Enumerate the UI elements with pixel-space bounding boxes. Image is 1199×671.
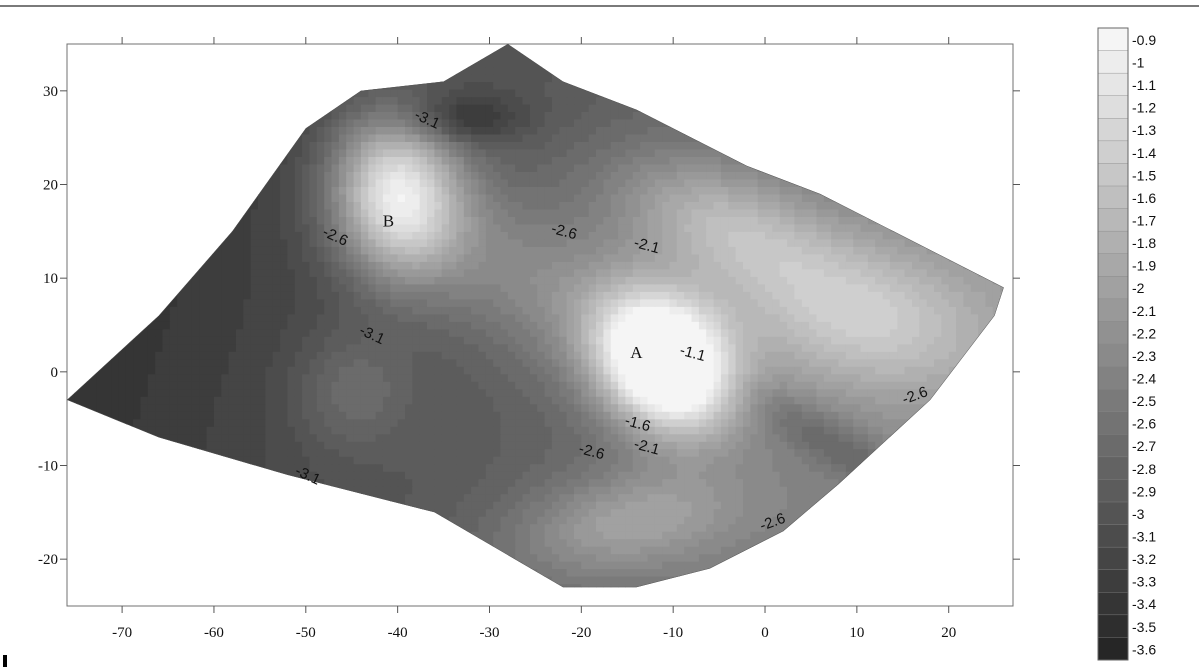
colorbar-label: -2.7 [1132,438,1156,454]
top-rule [0,5,1199,7]
x-tick-label: -10 [663,625,683,641]
colorbar-swatch [1097,434,1129,458]
colorbar-label: -3.3 [1132,574,1156,590]
colorbar-label: -1.8 [1132,235,1156,251]
colorbar-label: -2.9 [1132,483,1156,499]
colorbar-swatch [1097,321,1129,345]
colorbar-swatch [1097,298,1129,322]
colorbar-label: -1.9 [1132,258,1156,274]
colorbar-swatch [1097,456,1129,480]
y-tick-label: 10 [43,271,58,287]
x-tick-label: 0 [761,625,769,641]
colorbar-swatch [1097,569,1129,593]
colorbar-swatch [1097,72,1129,97]
axes: -70 -60 -50 -40 -30 -20 -10 0 10 20 -20 -10 0 10 20 30 [38,37,1020,641]
colorbar-swatch [1097,614,1129,638]
colorbar-swatch [1097,524,1129,548]
colorbar-swatch [1097,230,1129,255]
colorbar-label: -3.2 [1132,551,1156,567]
colorbar-swatch [1097,388,1129,413]
colorbar-swatch [1097,185,1129,210]
colorbar-swatch [1097,637,1129,661]
colorbar-swatch [1097,501,1129,526]
x-tick-label: -50 [296,625,316,641]
colorbar-swatch [1097,118,1129,142]
x-tick-label: -20 [571,625,591,641]
colorbar-label: -1.2 [1132,100,1156,116]
edge-mark [3,655,7,667]
colorbar-label: -2 [1132,280,1145,296]
colorbar-label: -3.1 [1132,529,1156,545]
x-tick-label: -30 [479,625,499,641]
contour-label: -1.1 [678,342,707,365]
colorbar-label: -3.6 [1132,641,1156,657]
colorbar-label: -1.1 [1132,77,1156,93]
x-tick-label: 10 [849,625,864,641]
colorbar-swatch [1097,208,1129,232]
y-tick-label: 0 [51,365,59,381]
colorbar-label: -1 [1132,55,1145,71]
point-label-a: A [630,343,643,362]
colorbar-swatch [1097,546,1129,571]
colorbar-label: -1.7 [1132,213,1156,229]
colorbar-swatch [1097,276,1129,300]
colorbar-label: -1.6 [1132,190,1156,206]
x-tick-label: 20 [941,625,956,641]
contour-label: -2.1 [632,436,661,459]
colorbar-label: -2.3 [1132,348,1156,364]
contour-label: -2.1 [632,234,661,257]
colorbar-swatch [1097,592,1129,616]
x-tick-label: -40 [388,625,408,641]
y-tick-label: -20 [38,552,58,568]
colorbar-swatch [1097,411,1129,435]
contour-label: -2.6 [577,440,606,463]
colorbar-swatch [1097,140,1129,164]
colorbar-swatch [1097,27,1129,52]
point-label-b: B [383,212,394,231]
colorbar-swatch [1097,253,1129,277]
y-tick-label: -10 [38,459,58,475]
x-tick-label: -70 [112,625,132,641]
y-tick-label: 20 [43,178,58,194]
colorbar-swatch [1097,163,1129,187]
colorbar-frame [1097,27,1129,661]
colorbar-label: -3.5 [1132,619,1156,635]
colorbar-label: -2.1 [1132,303,1156,319]
colorbar-swatch [1097,50,1129,74]
surface-outline [67,44,1004,588]
colorbar-label: -0.9 [1132,32,1156,48]
colorbar-label: -2.6 [1132,416,1156,432]
colorbar-label: -2.2 [1132,325,1156,341]
colorbar-label: -1.4 [1132,145,1156,161]
colorbar-swatch [1097,95,1129,119]
colorbar-label: -2.8 [1132,461,1156,477]
colorbar-swatch [1097,366,1129,390]
colorbar-label: -1.5 [1132,167,1156,183]
colorbar-label: -2.4 [1132,371,1156,387]
x-tick-label: -60 [204,625,224,641]
colorbar-swatch [1097,343,1129,368]
contour-label: -2.6 [549,220,578,243]
colorbar-swatch [1097,479,1129,503]
y-tick-label: 30 [43,84,58,100]
colorbar-label: -3 [1132,506,1145,522]
colorbar: -0.9 -1 -1.1 -1.2 -1.3 -1.4 -1.5 -1.6 -1.7 -1.8 -1… [1097,27,1156,661]
contour-label: -1.6 [623,412,652,435]
colorbar-label: -1.3 [1132,122,1156,138]
colorbar-label: -3.4 [1132,596,1156,612]
colorbar-label: -2.5 [1132,393,1156,409]
